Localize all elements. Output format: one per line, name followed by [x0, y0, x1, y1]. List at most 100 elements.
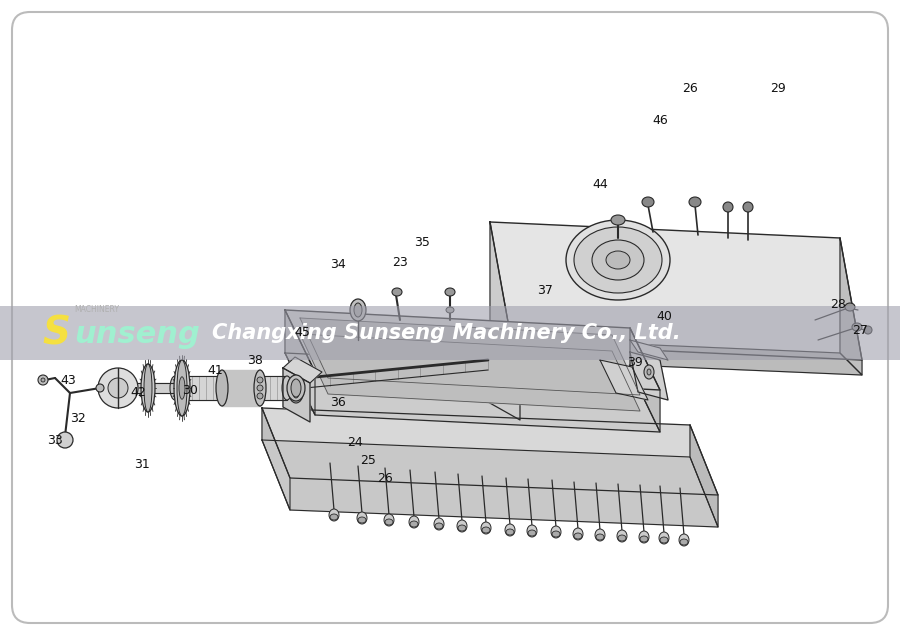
Polygon shape [490, 222, 512, 360]
Ellipse shape [606, 251, 630, 269]
Polygon shape [630, 340, 668, 360]
Ellipse shape [358, 517, 366, 523]
Ellipse shape [216, 370, 228, 406]
Text: 30: 30 [182, 384, 198, 396]
Polygon shape [285, 353, 660, 432]
Ellipse shape [287, 375, 305, 401]
Text: 26: 26 [682, 81, 698, 95]
Ellipse shape [574, 533, 582, 539]
Ellipse shape [384, 514, 394, 526]
Ellipse shape [38, 375, 48, 385]
Ellipse shape [354, 303, 362, 317]
Ellipse shape [170, 376, 180, 400]
Ellipse shape [445, 288, 455, 296]
Text: 45: 45 [294, 326, 310, 338]
Ellipse shape [506, 529, 514, 535]
Ellipse shape [644, 365, 654, 379]
Ellipse shape [98, 368, 138, 408]
Text: 27: 27 [852, 323, 868, 337]
Text: unseng: unseng [74, 319, 200, 349]
Ellipse shape [573, 528, 583, 540]
Polygon shape [300, 318, 640, 395]
Ellipse shape [723, 202, 733, 212]
Text: 43: 43 [60, 373, 76, 387]
Polygon shape [488, 344, 520, 420]
Text: 37: 37 [537, 283, 553, 297]
Ellipse shape [257, 377, 263, 383]
Ellipse shape [57, 432, 73, 448]
Ellipse shape [435, 523, 443, 529]
Text: 34: 34 [330, 258, 346, 272]
Ellipse shape [505, 524, 515, 536]
Ellipse shape [410, 521, 418, 527]
Ellipse shape [257, 393, 263, 399]
Text: 36: 36 [330, 396, 346, 408]
Ellipse shape [482, 527, 490, 533]
Text: 44: 44 [592, 178, 608, 192]
Ellipse shape [254, 370, 266, 406]
Ellipse shape [457, 520, 467, 532]
Text: S: S [42, 314, 70, 352]
Ellipse shape [330, 514, 338, 520]
Text: MACHINERY: MACHINERY [75, 305, 120, 314]
Ellipse shape [528, 530, 536, 536]
Ellipse shape [179, 377, 185, 399]
Polygon shape [600, 360, 648, 400]
Polygon shape [283, 357, 322, 383]
Polygon shape [490, 338, 862, 375]
Ellipse shape [679, 534, 689, 546]
Text: 40: 40 [656, 309, 672, 323]
Ellipse shape [174, 360, 190, 416]
Polygon shape [222, 370, 260, 406]
Text: 25: 25 [360, 453, 376, 467]
Ellipse shape [357, 512, 367, 524]
Polygon shape [630, 352, 668, 400]
Ellipse shape [329, 509, 339, 521]
Polygon shape [630, 328, 660, 432]
Text: 41: 41 [207, 363, 223, 377]
Polygon shape [690, 425, 718, 527]
Ellipse shape [864, 326, 872, 334]
Polygon shape [840, 238, 862, 375]
Ellipse shape [852, 323, 862, 331]
Ellipse shape [639, 531, 649, 543]
Polygon shape [175, 376, 287, 400]
Text: 29: 29 [770, 81, 786, 95]
Ellipse shape [446, 307, 454, 313]
Bar [0, 306, 900, 360]
Ellipse shape [680, 539, 688, 545]
Ellipse shape [660, 537, 668, 543]
Polygon shape [100, 383, 178, 393]
Text: 46: 46 [652, 114, 668, 126]
Text: 31: 31 [134, 458, 150, 472]
Ellipse shape [640, 536, 648, 542]
Text: 42: 42 [130, 387, 146, 399]
Polygon shape [283, 368, 310, 422]
Ellipse shape [392, 288, 402, 296]
Ellipse shape [141, 364, 155, 412]
Ellipse shape [108, 378, 128, 398]
Ellipse shape [289, 383, 303, 403]
Ellipse shape [596, 534, 604, 540]
Polygon shape [285, 310, 660, 390]
Ellipse shape [552, 531, 560, 537]
Ellipse shape [551, 526, 561, 538]
Ellipse shape [659, 532, 669, 544]
Ellipse shape [611, 215, 625, 225]
Ellipse shape [434, 518, 444, 530]
Text: 33: 33 [47, 434, 63, 446]
Polygon shape [300, 334, 640, 411]
Polygon shape [490, 222, 862, 360]
Ellipse shape [291, 379, 301, 397]
Ellipse shape [574, 227, 662, 293]
Text: 38: 38 [248, 354, 263, 366]
Polygon shape [262, 408, 718, 495]
Text: 23: 23 [392, 255, 408, 269]
Ellipse shape [592, 240, 644, 280]
Polygon shape [285, 310, 315, 415]
Ellipse shape [282, 376, 292, 400]
FancyBboxPatch shape [12, 12, 888, 623]
Ellipse shape [41, 378, 45, 382]
Ellipse shape [527, 525, 537, 537]
Polygon shape [262, 408, 290, 510]
